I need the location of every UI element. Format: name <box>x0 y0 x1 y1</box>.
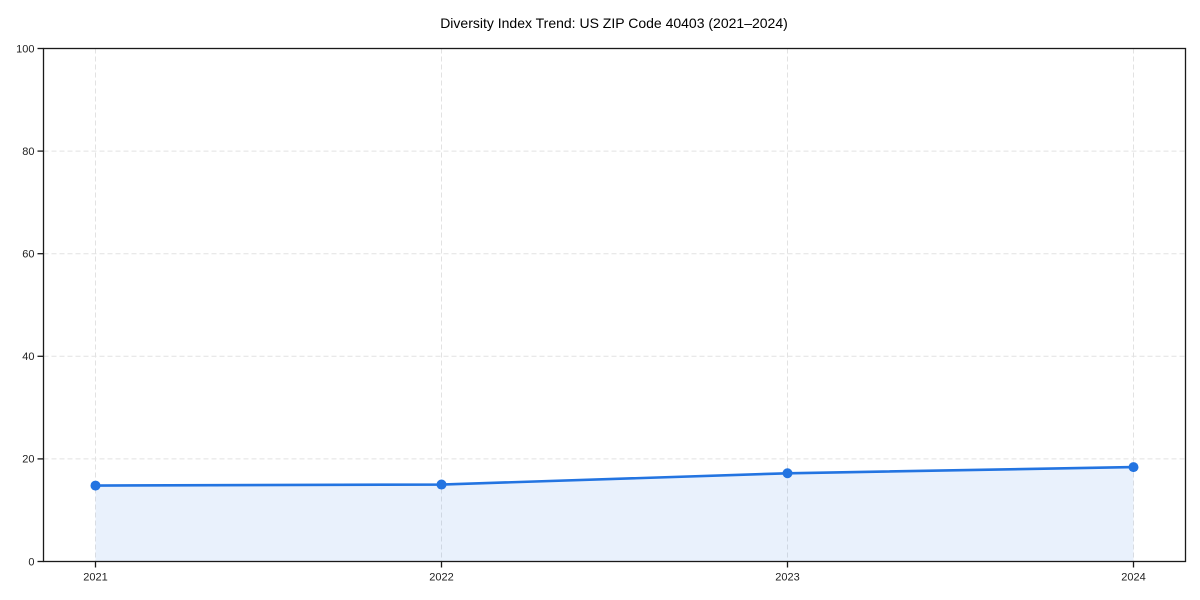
area-fill <box>95 467 1134 562</box>
y-axis-tick-label: 20 <box>22 454 34 466</box>
y-axis-tick-label: 0 <box>28 556 34 568</box>
chart-title: Diversity Index Trend: US ZIP Code 40403… <box>440 15 788 31</box>
data-point-marker <box>436 479 447 490</box>
y-axis-tick-label: 80 <box>22 146 34 158</box>
data-point-marker <box>782 468 793 479</box>
trend-line <box>94 465 1135 487</box>
y-axis-tick-label: 40 <box>22 351 34 363</box>
plot-border <box>42 47 1187 563</box>
y-axis-tick-label: 60 <box>22 249 34 261</box>
x-axis-tick-label: 2024 <box>1121 572 1145 584</box>
x-axis-tick-label: 2022 <box>429 572 453 584</box>
data-point-marker <box>90 480 101 491</box>
x-axis-tick-label: 2021 <box>83 572 107 584</box>
y-axis-tick-label: 100 <box>16 43 34 55</box>
data-point-marker <box>1128 462 1139 473</box>
x-axis-tick-label: 2023 <box>775 572 799 584</box>
